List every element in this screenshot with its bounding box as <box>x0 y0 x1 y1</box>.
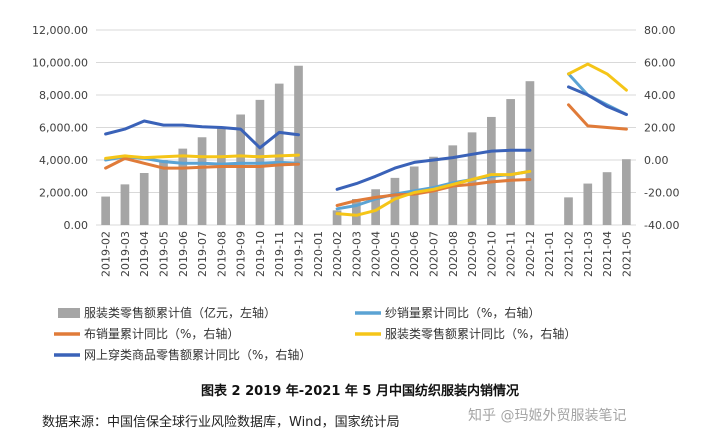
series-line <box>335 169 532 217</box>
figure-caption: 图表 2 2019 年-2021 年 5 月中国纺织服装内销情况 <box>200 384 519 399</box>
legend-label: 纱销量累计同比（%，右轴） <box>385 305 540 320</box>
legend-swatch <box>58 308 80 318</box>
x-axis-tick-label: 2020-05 <box>389 231 402 277</box>
bar <box>217 127 226 225</box>
series-line <box>567 85 628 116</box>
bar <box>409 166 419 225</box>
x-axis-tick-label: 2019-06 <box>177 231 190 277</box>
right-axis-tick-label: 80.00 <box>644 24 676 37</box>
x-axis-tick-label: 2020-03 <box>350 231 363 277</box>
left-axis-tick-label: 0.00 <box>64 219 89 232</box>
left-axis-tick-label: 2,000.00 <box>39 187 88 200</box>
bar <box>236 114 245 225</box>
x-axis-tick-label: 2020-07 <box>428 231 441 277</box>
x-axis-tick-label: 2019-02 <box>100 231 113 277</box>
right-axis-tick-label: 0.00 <box>644 154 669 167</box>
series-line <box>567 62 628 92</box>
left-axis-tick-label: 10,000.00 <box>32 57 88 70</box>
x-axis-tick-label: 2019-08 <box>215 231 228 277</box>
bar <box>197 137 207 225</box>
x-axis-tick-label: 2019-07 <box>196 231 209 277</box>
right-axis-tick-label: -40.00 <box>644 219 679 232</box>
right-axis-tick-label: 40.00 <box>644 89 676 102</box>
x-axis-tick-label: 2019-12 <box>293 231 306 277</box>
bar <box>622 159 631 225</box>
legend-label: 服装类零售额累计同比（%，右轴） <box>385 326 576 341</box>
x-axis-tick-label: 2021-01 <box>543 231 556 277</box>
x-axis-tick-label: 2019-03 <box>119 231 132 277</box>
x-axis-tick-label: 2020-12 <box>524 231 537 277</box>
series-line <box>335 178 532 207</box>
x-axis-tick-label: 2019-11 <box>273 231 286 277</box>
series-line <box>567 72 628 116</box>
bar <box>390 177 400 225</box>
series-line <box>104 119 300 150</box>
bar <box>487 116 496 225</box>
bar <box>564 197 573 225</box>
left-axis-tick-label: 8,000.00 <box>39 89 88 102</box>
series-line <box>104 153 300 160</box>
x-axis-tick-label: 2020-06 <box>408 231 421 277</box>
bar <box>371 189 380 225</box>
bar <box>506 99 515 225</box>
x-axis-tick-label: 2019-04 <box>138 231 151 277</box>
legend-label: 服装类零售额累计值（亿元，左轴） <box>84 305 276 320</box>
bar <box>178 148 188 225</box>
x-axis-tick-label: 2021-05 <box>620 231 633 277</box>
series-line <box>104 156 300 170</box>
x-axis-tick-label: 2021-02 <box>563 231 576 277</box>
x-axis-tick-label: 2019-09 <box>235 231 248 277</box>
bar <box>602 172 612 225</box>
bar <box>294 65 303 225</box>
left-axis-tick-label: 6,000.00 <box>39 122 88 135</box>
right-axis-tick-label: 20.00 <box>644 122 676 135</box>
bar <box>525 81 535 225</box>
bar <box>139 173 149 225</box>
bar <box>120 184 130 225</box>
right-axis-tick-label: 60.00 <box>644 57 676 70</box>
x-axis-tick-label: 2020-09 <box>466 231 479 277</box>
right-axis-tick-label: -20.00 <box>644 187 679 200</box>
bar <box>159 160 168 225</box>
x-axis-tick-label: 2020-02 <box>331 231 344 277</box>
x-axis-tick-label: 2020-10 <box>485 231 498 277</box>
series-line <box>567 103 628 131</box>
data-source: 数据来源：中国信保全球行业风险数据库，Wind，国家统计局 <box>42 415 400 430</box>
x-axis-tick-label: 2020-11 <box>505 231 518 277</box>
bar <box>101 196 110 225</box>
x-axis-tick-label: 2020-08 <box>447 231 460 277</box>
x-axis-tick-label: 2021-04 <box>601 231 614 277</box>
x-axis-tick-label: 2019-10 <box>254 231 267 277</box>
left-axis-tick-label: 12,000.00 <box>32 24 88 37</box>
x-axis-tick-label: 2020-01 <box>312 231 325 277</box>
watermark: 知乎 @玛姬外贸服装笔记 <box>468 408 627 424</box>
bar <box>274 83 284 225</box>
left-axis-tick-label: 4,000.00 <box>39 154 88 167</box>
legend-label: 网上穿类商品零售额累计同比（%，右轴） <box>84 347 311 362</box>
bar <box>583 183 593 225</box>
bar <box>352 199 361 225</box>
legend-label: 布销量累计同比（%，右轴） <box>84 326 239 341</box>
x-axis-tick-label: 2019-05 <box>158 231 171 277</box>
bar <box>332 210 342 225</box>
x-axis-tick-label: 2020-04 <box>370 231 383 277</box>
series-line <box>335 148 532 191</box>
x-axis-tick-label: 2021-03 <box>582 231 595 277</box>
